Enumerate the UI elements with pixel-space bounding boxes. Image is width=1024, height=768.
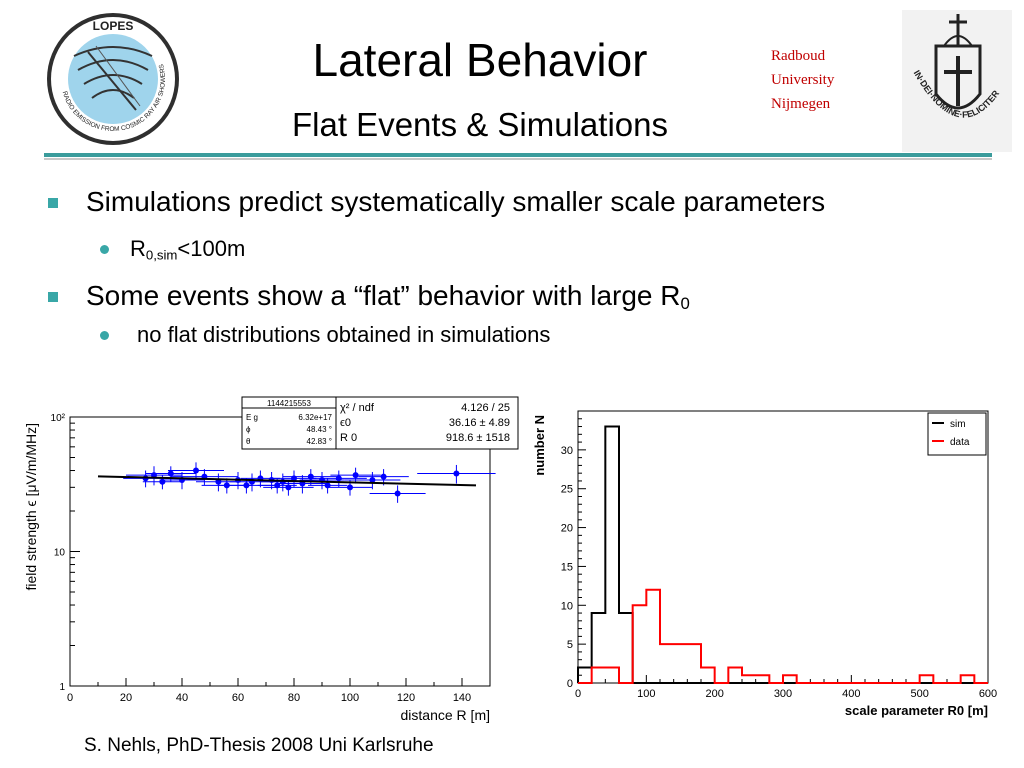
data-point [352,472,359,479]
bullet-text: no flat distributions obtained in simula… [137,322,551,347]
stats-box-key: θ [246,437,251,446]
dot-bullet-icon [100,331,109,340]
data-point [369,477,376,484]
y-tick-label: 25 [561,484,573,496]
stats-box-value: 42.83 ° [307,437,332,446]
legend-box [927,412,987,456]
university-line: Nijmegen [771,96,831,112]
radboud-logo: IN·DEI·NOMINE·FELICITER [902,10,1012,152]
fit-box-value: 36.16 ± 4.89 [449,417,510,429]
y-tick-label: 1 [59,682,65,693]
x-tick-label: 120 [397,692,415,704]
x-tick-label: 60 [232,692,244,704]
stats-box [241,396,337,450]
bullet-text: Some events show a “flat” behavior with … [86,280,690,320]
data-point [453,470,460,477]
data-point [347,484,353,491]
dot-bullet-icon [100,245,109,254]
x-tick-label: 80 [288,692,300,704]
stats-box-title: 1144215553 [267,399,311,408]
square-bullet-icon [48,292,58,302]
scale-parameter-histogram: 0 100 200 300 400 500 600 0 5 10 15 20 25 30 scale par… [528,395,1008,725]
y-tick-label: 10 [54,548,66,559]
x-tick-label: 600 [979,688,997,700]
fit-box-key: χ² / ndf [340,402,375,414]
data-point [380,473,387,480]
y-tick-label: 0 [567,678,573,690]
stats-box-value: 48.43 ° [307,425,332,434]
y-tick-label: 10 [561,600,573,612]
x-tick-label: 0 [67,692,73,704]
x-tick-label: 20 [120,692,132,704]
y-tick-label: 20 [561,523,573,535]
square-bullet-icon [48,198,58,208]
header-rule [44,153,992,157]
y-tick-label: 30 [561,445,573,457]
university-name: Radboud University Nijmegen [771,44,834,116]
bullet-text-tail: <100m [177,236,246,261]
x-tick-label: 100 [341,692,359,704]
header-rule-shadow [44,158,992,160]
x-tick-label: 400 [842,688,860,700]
fit-box [335,396,519,450]
fit-line [97,475,477,487]
y-tick-label: 10² [51,413,66,424]
slide-subtitle: Flat Events & Simulations [292,106,668,143]
stats-box-key: ϕ [246,425,251,434]
data-point [394,490,401,497]
data-point [167,470,174,477]
x-tick-label: 500 [910,688,928,700]
citation: S. Nehls, PhD-Thesis 2008 Uni Karlsruhe [84,735,434,756]
histogram-series-data [578,588,988,684]
fit-box-key: ϵ0 [340,417,351,429]
bullet-text: Simulations predict systematically small… [86,186,826,217]
x-tick-label: 200 [705,688,723,700]
bullet-subscript: 0 [680,294,690,314]
bullet-subscript: 0,sim [145,247,178,263]
legend-label: sim [950,419,966,430]
bullet-text-main: Some events show a “flat” behavior with … [86,280,681,311]
fit-box-value: 4.126 / 25 [461,402,510,414]
lateral-distribution-chart: 0 20 40 60 80 100 120 140 1 10 10² distance R [m] fi… [14,395,524,725]
x-tick-label: 100 [637,688,655,700]
fit-box-value: 918.6 ± 1518 [446,432,510,444]
x-tick-label: 140 [453,692,471,704]
x-axis-label: distance R [m] [401,707,490,723]
lopes-logo: LOPES RADIO EMISSION FROM COSMIC RAY AIR… [44,10,182,148]
y-tick-label: 15 [561,561,573,573]
stats-box-key: E g [246,413,258,422]
university-line: University [771,72,835,88]
data-point [285,484,292,491]
data-point [243,482,250,489]
y-tick-label: 5 [567,639,573,651]
bullet-text: R0,sim<100m [130,236,245,268]
university-line: Radboud [771,48,826,64]
stats-box-value: 6.32e+17 [298,413,332,422]
x-axis-label: scale parameter R0 [m] [845,703,988,718]
x-tick-label: 40 [176,692,188,704]
y-axis-label: field strength ϵ [μV/m/MHz] [23,423,39,591]
x-tick-label: 0 [575,688,581,700]
y-axis-label: number N [532,415,547,476]
data-point [193,467,199,474]
fit-box-key: R 0 [340,432,357,444]
legend-label: data [950,437,970,448]
lopes-logo-text: LOPES [93,19,134,33]
data-point [335,475,342,482]
x-tick-label: 300 [774,688,792,700]
slide-title: Lateral Behavior [312,34,648,86]
bullet-text-main: R [130,236,146,261]
